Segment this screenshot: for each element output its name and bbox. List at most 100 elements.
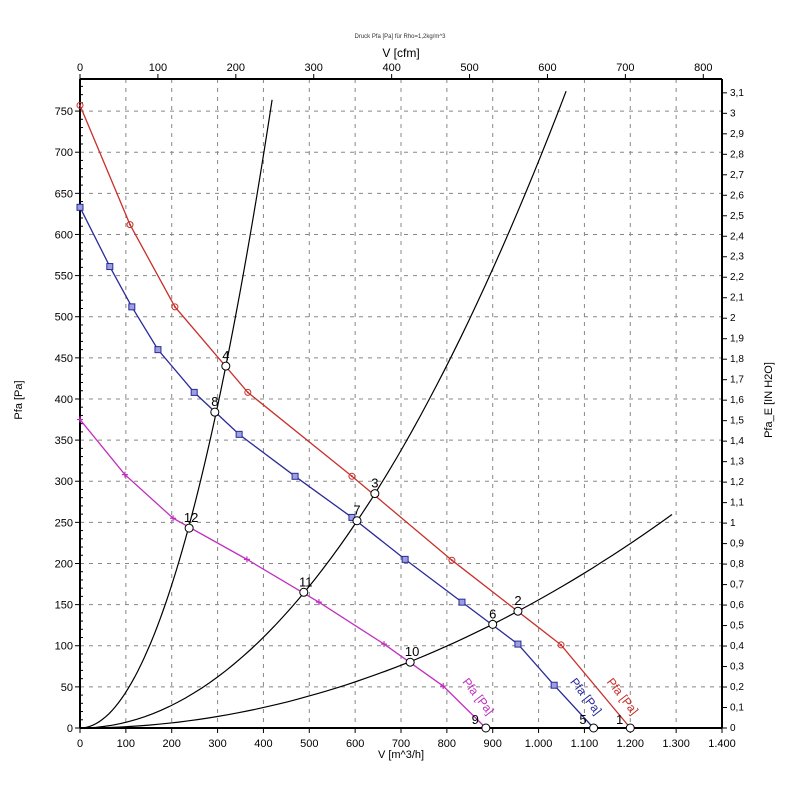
data-point-dot: [450, 559, 453, 562]
y-tick-label: 200: [55, 558, 73, 570]
y2-tick-label: 1,7: [730, 375, 744, 386]
y2-tick-label: 0,4: [730, 641, 744, 652]
x2-tick-label: 200: [227, 62, 245, 74]
data-point: [235, 430, 243, 438]
y2-tick-label: 1,8: [730, 354, 744, 365]
x-tick-label: 1.400: [708, 738, 736, 750]
data-point: [448, 556, 456, 564]
data-point: [171, 303, 179, 311]
operating-point-label: 12: [184, 510, 198, 525]
operating-point: [352, 516, 362, 526]
y2-tick-label: 2,1: [730, 293, 744, 304]
y-tick-label: 700: [55, 147, 73, 159]
y2-axis-label: Pfa_E [IN H2O]: [763, 362, 775, 438]
y-tick-label: 400: [55, 394, 73, 406]
y2-tick-label: 2,8: [730, 149, 744, 160]
data-point: [244, 388, 252, 396]
y-tick-label: 100: [55, 641, 73, 653]
y2-tick-label: 0,8: [730, 559, 744, 570]
data-point: [154, 346, 162, 354]
x-tick-label: 800: [438, 738, 456, 750]
y2-tick-label: 0,7: [730, 580, 744, 591]
x-tick-label: 1.200: [617, 738, 645, 750]
series-line: [79, 105, 631, 729]
y2-tick-label: 1,3: [730, 457, 744, 468]
operating-point-label: 9: [472, 712, 479, 727]
x-tick-label: 1.100: [571, 738, 599, 750]
x-tick-label: 0: [77, 738, 83, 750]
x2-tick-label: 500: [460, 62, 478, 74]
system-curve: [79, 90, 567, 729]
y2-tick-label: 0,3: [730, 662, 744, 673]
operating-point-label: 3: [371, 476, 378, 491]
y2-tick-label: 1,5: [730, 416, 744, 427]
data-point: [514, 640, 522, 648]
x2-tick-label: 400: [382, 62, 400, 74]
y2-tick-label: 2,5: [730, 211, 744, 222]
y2-tick-label: 1,6: [730, 395, 744, 406]
x-tick-label: 1.000: [525, 738, 553, 750]
data-point: [348, 472, 356, 480]
operating-point: [625, 723, 635, 733]
series-line: [79, 419, 487, 729]
operating-point-label: 5: [579, 712, 586, 727]
x-tick-label: 600: [346, 738, 364, 750]
y-tick-label: 300: [55, 476, 73, 488]
data-point: [76, 203, 84, 211]
operating-point-label: 8: [211, 394, 218, 409]
y-tick-label: 750: [55, 106, 73, 118]
x2-tick-label: 700: [616, 62, 634, 74]
x-tick-label: 200: [163, 738, 181, 750]
operating-point: [481, 723, 491, 733]
operating-point-label: 4: [222, 348, 229, 363]
y2-tick-label: 2: [730, 313, 736, 324]
operating-point: [405, 657, 415, 667]
x-tick-label: 500: [300, 738, 318, 750]
data-point: [291, 472, 299, 480]
data-point: [243, 556, 250, 563]
y2-tick-label: 2,4: [730, 231, 744, 242]
operating-point: [299, 587, 309, 597]
operating-point: [488, 619, 498, 629]
x2-tick-label: 0: [77, 62, 83, 74]
y2-tick-label: 3: [730, 108, 736, 119]
y2-tick-label: 1: [730, 518, 736, 529]
y-tick-label: 550: [55, 271, 73, 283]
x2-tick-label: 300: [305, 62, 323, 74]
y2-tick-label: 2,3: [730, 252, 744, 263]
y2-tick-label: 3,1: [730, 88, 744, 99]
y-tick-label: 50: [61, 682, 73, 694]
x-tick-label: 700: [392, 738, 410, 750]
operating-point: [513, 606, 523, 616]
y-tick-label: 0: [67, 723, 73, 735]
data-point-dot: [350, 475, 353, 478]
data-point: [458, 598, 466, 606]
y-tick-label: 600: [55, 229, 73, 241]
x2-tick-label: 100: [149, 62, 167, 74]
y2-tick-label: 0,6: [730, 600, 744, 611]
data-point: [76, 101, 84, 109]
data-point: [557, 641, 565, 649]
data-point-dot: [128, 223, 131, 226]
y-tick-label: 150: [55, 600, 73, 612]
operating-point: [370, 489, 380, 499]
x-tick-label: 400: [254, 738, 272, 750]
data-point: [106, 263, 114, 271]
operating-point: [184, 523, 194, 533]
data-point-dot: [79, 104, 81, 107]
operating-point-label: 2: [514, 593, 521, 608]
y2-tick-label: 2,9: [730, 129, 744, 140]
data-point: [128, 303, 136, 311]
data-point: [315, 599, 322, 606]
x-tick-label: 300: [208, 738, 226, 750]
y2-tick-label: 1,9: [730, 334, 744, 345]
data-point: [401, 555, 409, 563]
x-tick-label: 900: [484, 738, 502, 750]
chart-title: Druck Pfa [Pa] für Rho=1,2kg/m^3: [354, 34, 446, 40]
data-point: [77, 416, 83, 423]
data-point-dot: [560, 643, 563, 646]
operating-point-label: 7: [353, 503, 360, 518]
x2-tick-label: 600: [538, 62, 556, 74]
data-point: [550, 681, 558, 689]
